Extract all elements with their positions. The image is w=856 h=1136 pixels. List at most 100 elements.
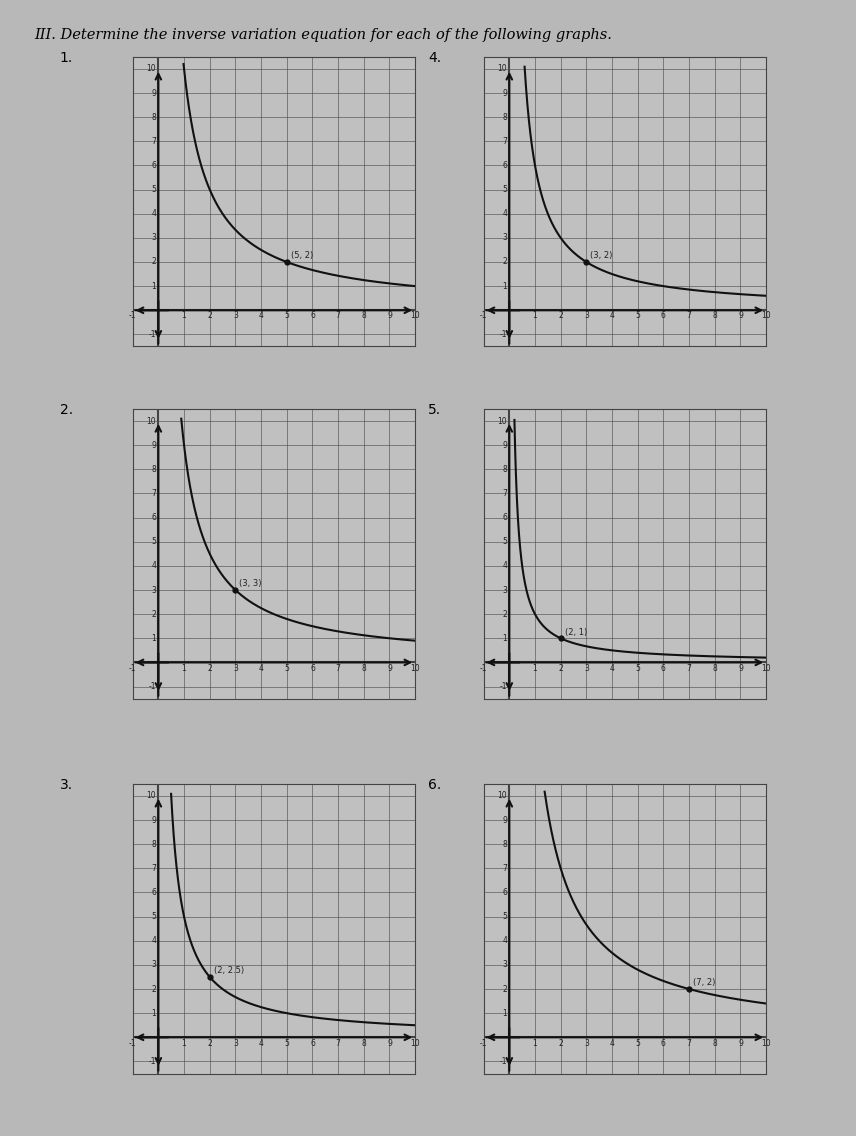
Text: 4: 4 xyxy=(152,561,157,570)
Text: 4.: 4. xyxy=(428,51,441,65)
Text: 5: 5 xyxy=(502,537,508,546)
Text: 10: 10 xyxy=(497,417,508,426)
Text: 6: 6 xyxy=(152,513,157,523)
Text: 10: 10 xyxy=(410,1038,420,1047)
Text: 7: 7 xyxy=(152,863,157,872)
Text: 4: 4 xyxy=(152,936,157,945)
Text: 7: 7 xyxy=(336,311,341,320)
Text: 5: 5 xyxy=(635,663,640,673)
Text: 7: 7 xyxy=(502,488,508,498)
Text: 2: 2 xyxy=(558,1038,563,1047)
Text: 5: 5 xyxy=(152,912,157,921)
Text: III. Determine the inverse variation equation for each of the following graphs.: III. Determine the inverse variation equ… xyxy=(34,28,612,42)
Text: -1: -1 xyxy=(480,311,487,320)
Text: 4: 4 xyxy=(609,1038,615,1047)
Text: 8: 8 xyxy=(152,840,157,849)
Text: 9: 9 xyxy=(152,89,157,98)
Text: 9: 9 xyxy=(738,311,743,320)
Text: 1: 1 xyxy=(152,634,157,643)
Text: 3: 3 xyxy=(584,663,589,673)
Text: -1: -1 xyxy=(500,682,508,691)
Text: 6: 6 xyxy=(310,663,315,673)
Text: 5: 5 xyxy=(284,663,289,673)
Text: -1: -1 xyxy=(149,682,157,691)
Text: 3: 3 xyxy=(233,311,238,320)
Text: 1: 1 xyxy=(181,663,187,673)
Text: 9: 9 xyxy=(152,816,157,825)
Text: 1: 1 xyxy=(181,1038,187,1047)
Text: 2: 2 xyxy=(152,610,157,619)
Text: 5.: 5. xyxy=(428,403,441,417)
Text: 5: 5 xyxy=(152,537,157,546)
Text: 2: 2 xyxy=(502,610,508,619)
Text: 9: 9 xyxy=(738,1038,743,1047)
Text: 7: 7 xyxy=(502,863,508,872)
Text: 3: 3 xyxy=(152,585,157,594)
Text: 3: 3 xyxy=(152,960,157,969)
Text: 2: 2 xyxy=(207,311,212,320)
Text: -1: -1 xyxy=(480,663,487,673)
Text: (2, 1): (2, 1) xyxy=(564,628,586,636)
Text: 6: 6 xyxy=(310,311,315,320)
Text: 8: 8 xyxy=(502,840,508,849)
Text: 6: 6 xyxy=(502,161,508,170)
Text: 1: 1 xyxy=(152,282,157,291)
Text: 3: 3 xyxy=(502,233,508,242)
Text: 8: 8 xyxy=(361,311,366,320)
Text: 2: 2 xyxy=(207,663,212,673)
Text: 4: 4 xyxy=(502,561,508,570)
Text: 6: 6 xyxy=(152,888,157,897)
Text: 3: 3 xyxy=(584,1038,589,1047)
Text: 6: 6 xyxy=(661,663,666,673)
Text: 7: 7 xyxy=(336,1038,341,1047)
Text: 4: 4 xyxy=(259,1038,264,1047)
Text: 5: 5 xyxy=(502,185,508,194)
Text: 8: 8 xyxy=(502,465,508,474)
Text: 10: 10 xyxy=(497,792,508,801)
Text: 5: 5 xyxy=(635,1038,640,1047)
Text: (2, 2.5): (2, 2.5) xyxy=(213,967,244,976)
Text: 9: 9 xyxy=(502,816,508,825)
Text: 5: 5 xyxy=(152,185,157,194)
Text: 1: 1 xyxy=(502,282,508,291)
Text: 4: 4 xyxy=(609,663,615,673)
Text: 8: 8 xyxy=(712,1038,717,1047)
Text: 9: 9 xyxy=(387,663,392,673)
Text: 6.: 6. xyxy=(428,778,441,792)
Text: 10: 10 xyxy=(761,311,771,320)
Text: -1: -1 xyxy=(500,1056,508,1066)
Text: 9: 9 xyxy=(738,663,743,673)
Text: -1: -1 xyxy=(149,1056,157,1066)
Text: 8: 8 xyxy=(712,311,717,320)
Text: 7: 7 xyxy=(336,663,341,673)
Text: 5: 5 xyxy=(635,311,640,320)
Text: -1: -1 xyxy=(480,1038,487,1047)
Text: 2: 2 xyxy=(207,1038,212,1047)
Text: 8: 8 xyxy=(152,112,157,122)
Text: 2.: 2. xyxy=(60,403,73,417)
Text: 1: 1 xyxy=(532,311,538,320)
Text: 6: 6 xyxy=(310,1038,315,1047)
Text: -1: -1 xyxy=(500,329,508,339)
Text: 2: 2 xyxy=(152,985,157,994)
Text: 7: 7 xyxy=(502,136,508,145)
Text: 4: 4 xyxy=(152,209,157,218)
Text: 8: 8 xyxy=(152,465,157,474)
Text: 10: 10 xyxy=(761,663,771,673)
Text: 2: 2 xyxy=(502,258,508,267)
Text: -1: -1 xyxy=(129,1038,136,1047)
Text: 2: 2 xyxy=(558,663,563,673)
Text: 10: 10 xyxy=(146,65,157,74)
Text: 6: 6 xyxy=(502,513,508,523)
Text: 3: 3 xyxy=(233,663,238,673)
Text: (7, 2): (7, 2) xyxy=(693,978,716,987)
Text: 10: 10 xyxy=(761,1038,771,1047)
Text: 8: 8 xyxy=(361,663,366,673)
Text: 6: 6 xyxy=(502,888,508,897)
Text: (5, 2): (5, 2) xyxy=(290,251,312,260)
Text: 7: 7 xyxy=(152,488,157,498)
Text: 3: 3 xyxy=(584,311,589,320)
Text: 9: 9 xyxy=(387,1038,392,1047)
Text: 7: 7 xyxy=(152,136,157,145)
Text: 8: 8 xyxy=(361,1038,366,1047)
